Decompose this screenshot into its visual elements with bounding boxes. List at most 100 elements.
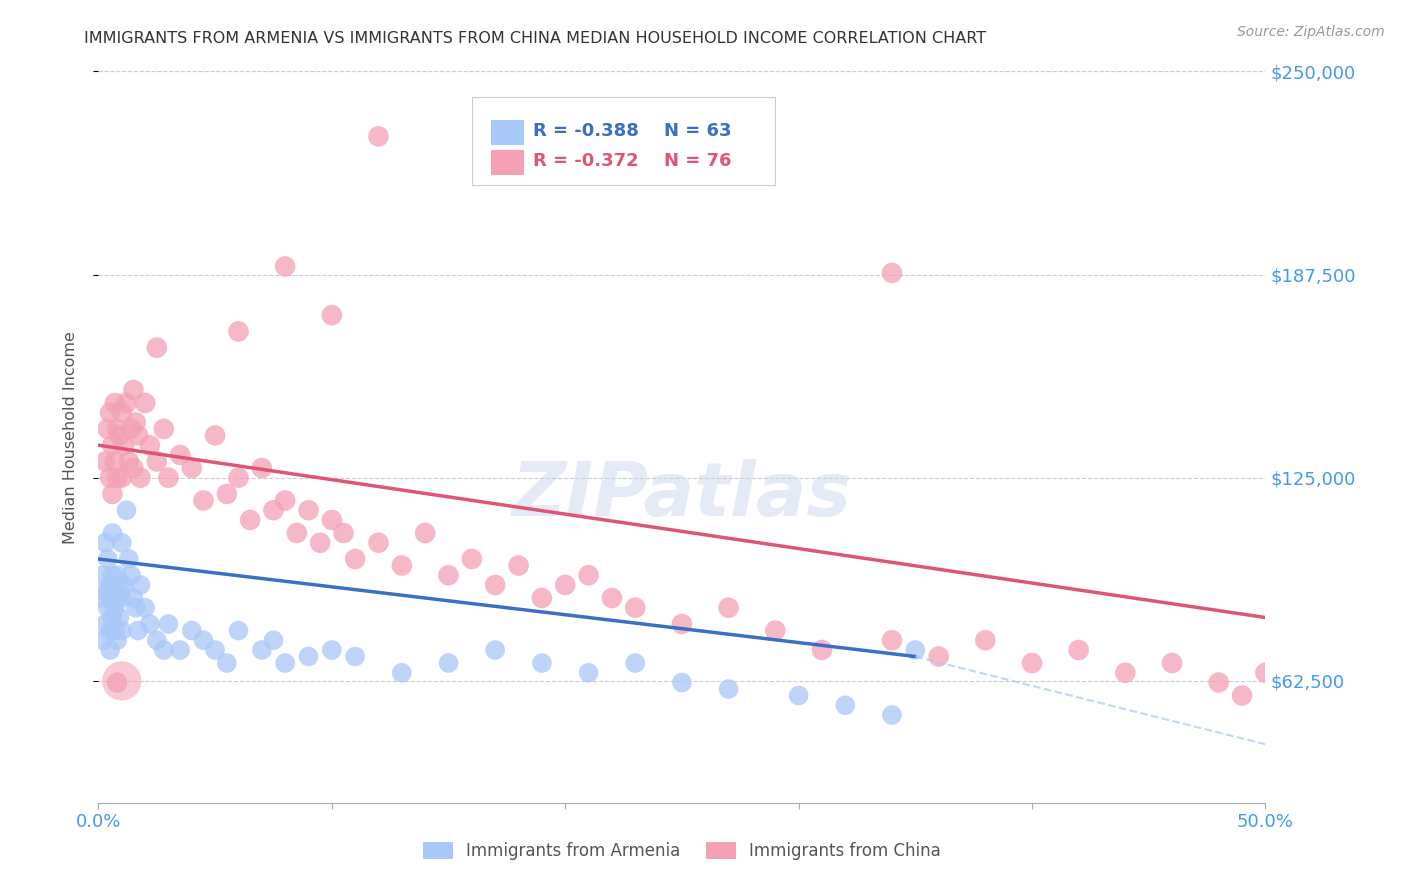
Point [112, 438, 135, 452]
Point [111, 591, 134, 605]
Point [250, 461, 273, 475]
Point [112, 578, 135, 592]
Point [274, 260, 297, 274]
Point [484, 578, 506, 592]
Point [146, 341, 169, 355]
FancyBboxPatch shape [491, 120, 524, 145]
Point [129, 578, 152, 592]
Point [671, 675, 693, 690]
Point [101, 610, 124, 624]
Point [880, 633, 903, 648]
Point [98, 471, 121, 485]
Point [228, 325, 250, 339]
FancyBboxPatch shape [472, 97, 775, 185]
Point [717, 681, 740, 696]
Point [111, 535, 134, 549]
Point [101, 438, 124, 452]
Point [104, 624, 127, 638]
Point [111, 673, 134, 688]
Text: Source: ZipAtlas.com: Source: ZipAtlas.com [1237, 25, 1385, 39]
Point [152, 643, 174, 657]
Point [115, 396, 138, 410]
Point [262, 633, 284, 648]
Point [367, 129, 389, 144]
Point [127, 624, 149, 638]
Point [169, 643, 191, 657]
Point [624, 656, 647, 670]
Point [94, 584, 117, 599]
Point [763, 624, 786, 638]
Point [367, 535, 389, 549]
Point [101, 568, 124, 582]
Point [91, 633, 114, 648]
Point [1161, 656, 1184, 670]
Point [344, 552, 367, 566]
Point [717, 600, 740, 615]
Point [180, 461, 202, 475]
Point [239, 513, 262, 527]
Point [134, 600, 156, 615]
Legend: Immigrants from Armenia, Immigrants from China: Immigrants from Armenia, Immigrants from… [423, 842, 941, 860]
Point [204, 428, 226, 442]
Point [111, 471, 134, 485]
Point [274, 493, 297, 508]
Point [108, 578, 131, 592]
Point [578, 568, 600, 582]
Text: ZIPatlas: ZIPatlas [512, 459, 852, 533]
Point [105, 633, 128, 648]
Point [111, 624, 134, 638]
Point [94, 617, 117, 632]
Point [118, 454, 141, 468]
Point [1208, 675, 1230, 690]
Point [139, 617, 162, 632]
Point [461, 552, 484, 566]
Point [228, 471, 250, 485]
Point [1254, 665, 1277, 680]
Point [344, 649, 367, 664]
Point [105, 675, 128, 690]
Point [125, 416, 148, 430]
Point [484, 643, 506, 657]
Point [120, 422, 142, 436]
Point [1114, 665, 1136, 680]
Point [811, 643, 834, 657]
Point [974, 633, 997, 648]
Point [108, 428, 131, 442]
Point [101, 526, 124, 541]
Point [530, 591, 553, 605]
Point [1021, 656, 1043, 670]
Point [97, 422, 120, 436]
Point [105, 471, 128, 485]
Point [193, 633, 215, 648]
Point [94, 535, 117, 549]
Text: IMMIGRANTS FROM ARMENIA VS IMMIGRANTS FROM CHINA MEDIAN HOUSEHOLD INCOME CORRELA: IMMIGRANTS FROM ARMENIA VS IMMIGRANTS FR… [84, 31, 987, 46]
Point [98, 591, 121, 605]
Text: R = -0.388: R = -0.388 [533, 121, 638, 140]
Point [834, 698, 856, 713]
Point [129, 471, 152, 485]
Point [880, 266, 903, 280]
Text: N = 63: N = 63 [665, 121, 733, 140]
Point [180, 624, 202, 638]
Point [120, 568, 142, 582]
Point [152, 422, 174, 436]
Point [624, 600, 647, 615]
Point [98, 406, 121, 420]
Point [193, 493, 215, 508]
Point [554, 578, 576, 592]
Point [321, 308, 343, 322]
Point [125, 600, 148, 615]
Point [904, 643, 927, 657]
Point [880, 708, 903, 723]
Point [98, 643, 121, 657]
Point [98, 578, 121, 592]
Point [169, 448, 191, 462]
Point [1230, 689, 1253, 703]
Point [115, 503, 138, 517]
Point [94, 454, 117, 468]
Point [146, 633, 169, 648]
Point [105, 591, 128, 605]
Point [530, 656, 553, 670]
Point [118, 552, 141, 566]
Point [157, 471, 180, 485]
